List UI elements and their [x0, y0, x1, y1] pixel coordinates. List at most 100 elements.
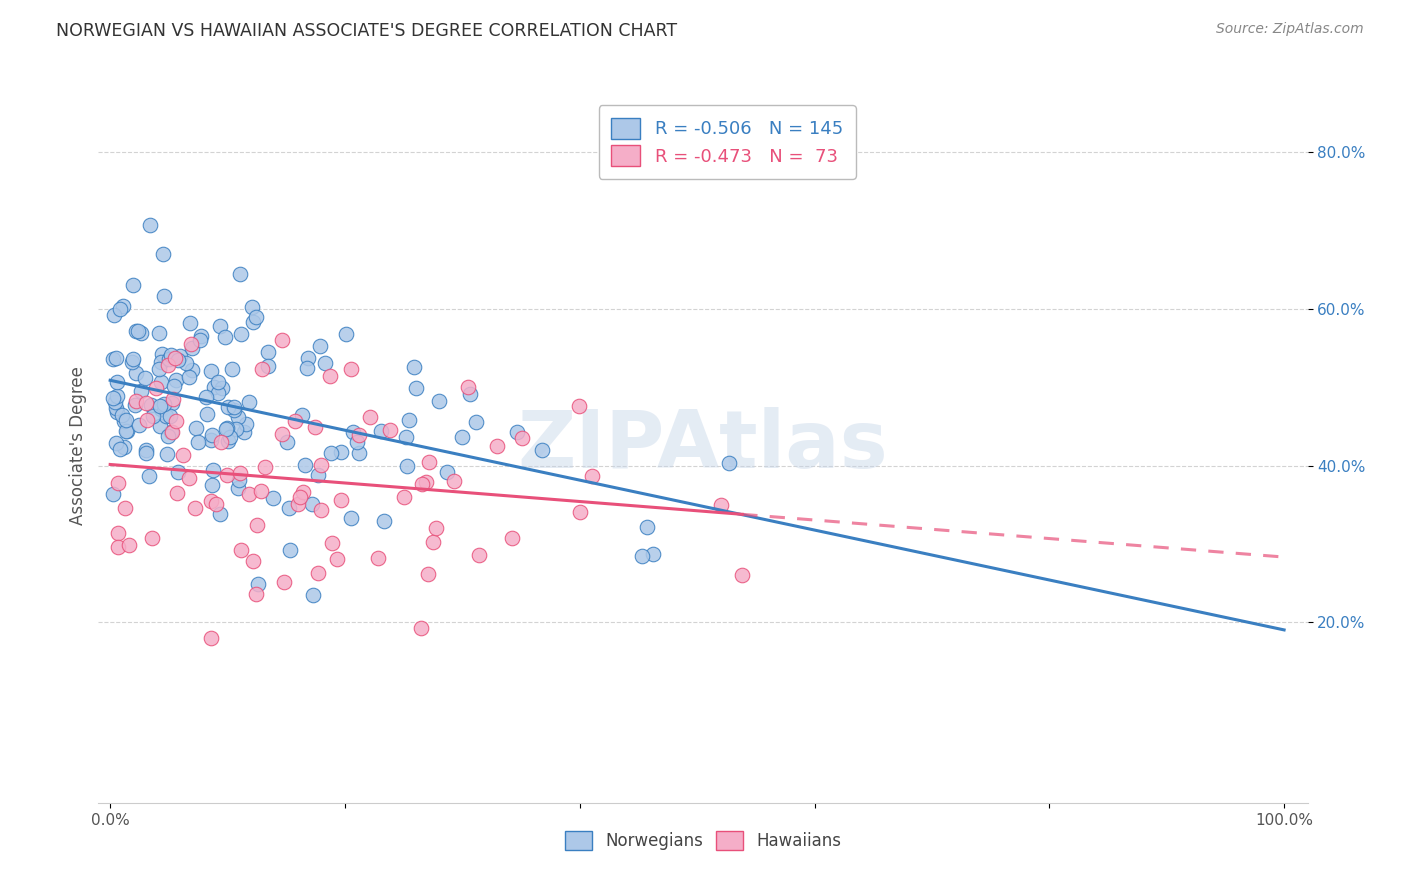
Point — [568, 399, 591, 413]
Point — [160, 425, 183, 439]
Point — [209, 435, 232, 450]
Point — [415, 475, 437, 489]
Point — [710, 498, 733, 512]
Point — [308, 566, 330, 580]
Point — [321, 536, 343, 550]
Point — [165, 414, 187, 428]
Point — [288, 491, 311, 505]
Point — [411, 477, 433, 491]
Point — [103, 308, 125, 322]
Point — [370, 425, 392, 439]
Point — [284, 414, 307, 428]
Point — [271, 333, 294, 347]
Point — [141, 531, 163, 545]
Point — [104, 395, 127, 409]
Point — [159, 409, 181, 424]
Point — [149, 402, 172, 417]
Point — [134, 371, 156, 385]
Point — [131, 326, 153, 340]
Point — [631, 549, 654, 564]
Point — [347, 428, 370, 442]
Point — [731, 567, 754, 582]
Point — [167, 465, 190, 479]
Point — [202, 379, 225, 393]
Point — [238, 487, 260, 501]
Point — [214, 330, 236, 344]
Point — [510, 431, 533, 445]
Point — [125, 367, 148, 381]
Point — [121, 354, 143, 368]
Point — [339, 362, 361, 376]
Point — [485, 439, 508, 453]
Point — [468, 548, 491, 562]
Point — [108, 442, 131, 457]
Point — [229, 467, 252, 481]
Point — [228, 268, 250, 282]
Point — [121, 351, 143, 366]
Point — [422, 535, 444, 549]
Point — [215, 422, 238, 436]
Point — [395, 430, 418, 444]
Point — [297, 351, 319, 365]
Point — [314, 356, 336, 370]
Point — [149, 399, 172, 413]
Point — [105, 405, 128, 419]
Point — [246, 518, 269, 533]
Point — [395, 458, 418, 473]
Point — [135, 396, 157, 410]
Point — [187, 435, 209, 450]
Point — [340, 511, 363, 525]
Point — [135, 443, 157, 458]
Point — [225, 422, 247, 436]
Point — [392, 490, 415, 504]
Point — [179, 316, 201, 330]
Point — [150, 355, 173, 369]
Point — [148, 361, 170, 376]
Point — [200, 494, 222, 508]
Point — [262, 491, 284, 506]
Point — [163, 351, 186, 365]
Point — [201, 427, 224, 442]
Point — [205, 497, 228, 511]
Point — [342, 425, 364, 439]
Point — [581, 469, 603, 483]
Point — [307, 468, 329, 483]
Point — [250, 483, 273, 498]
Point — [138, 468, 160, 483]
Point — [160, 347, 183, 361]
Point — [172, 448, 194, 462]
Point — [367, 550, 389, 565]
Point — [149, 419, 172, 434]
Point — [231, 326, 253, 341]
Point — [418, 455, 440, 469]
Point — [207, 375, 229, 389]
Point — [335, 327, 357, 342]
Point — [139, 399, 162, 413]
Point — [256, 359, 278, 373]
Point — [148, 326, 170, 340]
Point — [211, 381, 233, 395]
Point — [115, 425, 138, 439]
Point — [291, 484, 314, 499]
Point — [277, 501, 299, 516]
Point — [427, 393, 450, 408]
Point — [209, 319, 232, 334]
Point — [162, 396, 184, 410]
Point — [302, 588, 325, 602]
Point — [200, 433, 222, 447]
Point — [501, 531, 523, 545]
Point — [228, 473, 250, 487]
Point — [247, 577, 270, 591]
Point — [105, 436, 128, 450]
Point — [111, 408, 134, 422]
Point — [309, 503, 332, 517]
Point — [129, 384, 152, 398]
Point — [229, 542, 252, 557]
Point — [157, 429, 180, 443]
Point — [301, 497, 323, 511]
Point — [156, 447, 179, 461]
Text: Source: ZipAtlas.com: Source: ZipAtlas.com — [1216, 22, 1364, 37]
Point — [190, 328, 212, 343]
Point — [112, 414, 135, 428]
Point — [304, 420, 326, 434]
